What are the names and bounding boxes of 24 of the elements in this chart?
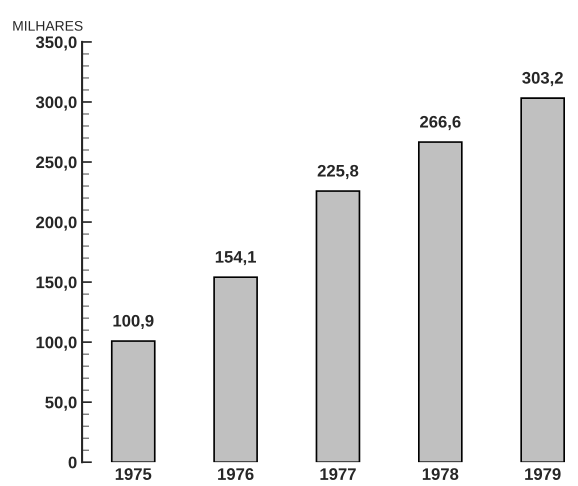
data-label: 154,1 [216, 251, 256, 266]
bar [213, 276, 258, 462]
x-tick-label: 1978 [422, 468, 458, 480]
x-tick-label: 1977 [320, 468, 356, 480]
x-tick-label: 1976 [218, 468, 254, 480]
data-label: 100,9 [113, 314, 154, 330]
bar [110, 340, 156, 462]
x-tick-label: 1979 [525, 468, 561, 480]
data-label: 225,8 [318, 164, 358, 180]
y-tick-label: 300,0 [36, 96, 77, 111]
y-axis-title: MILHARES [13, 20, 83, 31]
bar [418, 141, 463, 462]
y-tick-label: 150,0 [36, 276, 77, 291]
y-tick-label: 350,0 [36, 36, 77, 51]
y-tick-label: 100,0 [36, 336, 77, 351]
y-tick-label: 0 [68, 456, 77, 468]
data-label: 303,2 [522, 72, 563, 86]
bar [316, 190, 360, 462]
y-tick-label: 200,0 [36, 216, 77, 231]
y-tick-label: 50,0 [45, 396, 77, 411]
data-label: 266,6 [420, 116, 461, 130]
bar [520, 97, 565, 462]
x-tick-label: 1975 [116, 468, 152, 480]
y-tick-label: 250,0 [36, 156, 77, 171]
